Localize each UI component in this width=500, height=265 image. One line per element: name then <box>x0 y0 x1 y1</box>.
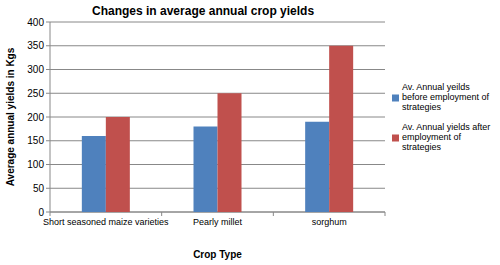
bars <box>82 46 353 212</box>
bar <box>305 122 329 212</box>
legend-swatch <box>392 95 399 102</box>
y-tick-label: 200 <box>27 112 44 123</box>
tick-mark <box>46 117 50 118</box>
x-tick-mark <box>161 212 162 216</box>
tick-mark <box>46 69 50 70</box>
tick-mark <box>46 93 50 94</box>
grid <box>46 22 385 212</box>
legend: Av. Annual yeildsbefore employment ofstr… <box>392 82 490 152</box>
x-tick-label: sorghum <box>312 217 347 227</box>
legend-label: Av. Annual yeildsbefore employment ofstr… <box>402 82 490 112</box>
y-tick-label: 300 <box>27 64 44 75</box>
background <box>0 0 500 265</box>
tick-mark <box>46 45 50 46</box>
chart-svg: Changes in average annual crop yields 0 50… <box>0 0 500 265</box>
bar <box>82 136 106 212</box>
x-tick-label: Short seasoned maize varieties <box>43 217 169 227</box>
x-axis-label: Crop Type <box>193 249 242 260</box>
y-tick-label: 400 <box>27 17 44 28</box>
y-axis-label: Average annual yields in Kgs <box>5 47 16 186</box>
grid-line <box>50 22 385 23</box>
bar <box>329 46 353 212</box>
tick-mark <box>46 188 50 189</box>
x-tick-mark <box>273 212 274 216</box>
title: Changes in average annual crop yields <box>92 4 314 18</box>
y-tick-label: 0 <box>38 207 44 218</box>
x-tick-mark <box>385 212 386 216</box>
x-tick-mark <box>50 212 51 216</box>
y-tick-label: 50 <box>33 183 45 194</box>
bar <box>194 127 218 213</box>
y-tick-label: 100 <box>27 159 44 170</box>
y-tick-label: 150 <box>27 135 44 146</box>
tick-mark <box>46 22 50 23</box>
legend-swatch <box>392 135 399 142</box>
tick-mark <box>46 164 50 165</box>
y-tick-label: 250 <box>27 88 44 99</box>
bar <box>218 93 242 212</box>
chart-container: Changes in average annual crop yields 0 50… <box>0 0 500 265</box>
tick-mark <box>46 212 50 213</box>
x-tick-label: Pearly millet <box>193 217 243 227</box>
y-tick-label: 350 <box>27 40 44 51</box>
y-axis-line <box>50 22 51 212</box>
tick-mark <box>46 140 50 141</box>
bar <box>106 117 130 212</box>
legend-label: Av. Annual yields afteremployment ofstra… <box>402 122 490 152</box>
